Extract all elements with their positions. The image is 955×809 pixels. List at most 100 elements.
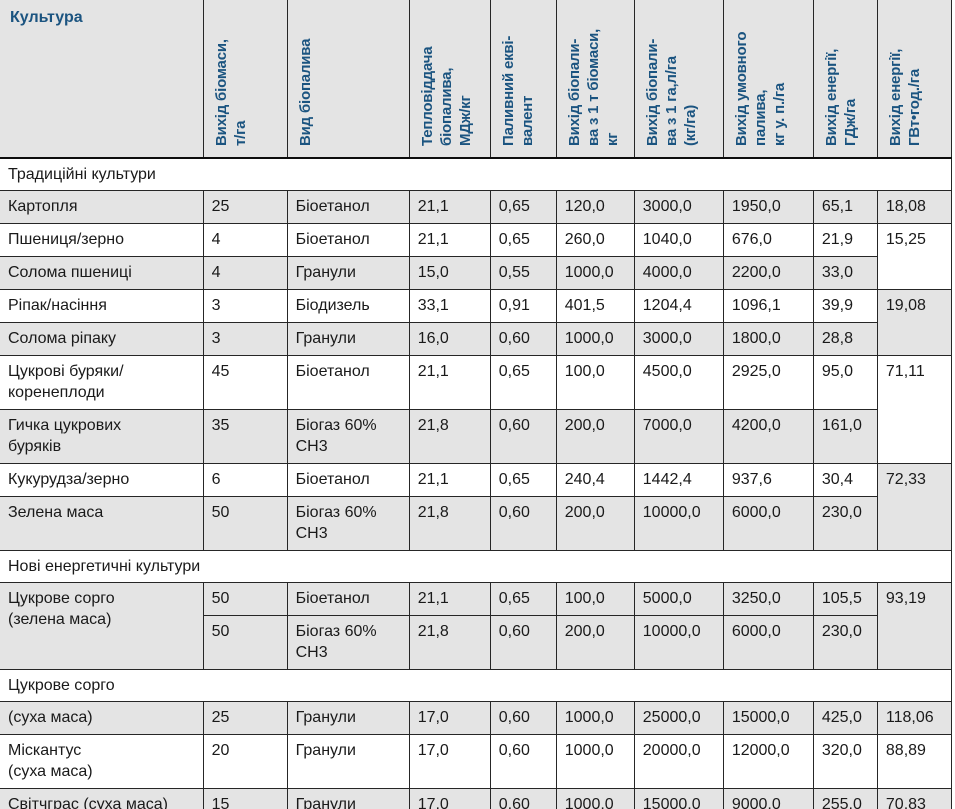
cell-heat-output: 21,8 [408, 409, 491, 464]
cell-yield-per-ha: 4000,0 [633, 256, 724, 290]
cell-biofuel-type: Гранули [286, 788, 410, 809]
cell-yield-per-tonne: 200,0 [555, 615, 635, 670]
cell-energy-gwh: 72,33 [876, 463, 953, 551]
cell-biofuel-type: Гранули [286, 734, 410, 789]
cell-biofuel-type: Біогаз 60% СН3 [286, 496, 410, 551]
cell-energy-gj: 33,0 [812, 256, 878, 290]
cell-energy-gwh: 118,06 [876, 701, 953, 735]
section-title: Цукрове сорго [0, 669, 952, 702]
cell-yield-per-ha: 3000,0 [633, 190, 724, 224]
cell-heat-output: 21,1 [408, 463, 491, 497]
table-header: Культура Вихід біомаси, т/га Вид біопалива… [0, 0, 953, 159]
cell-biofuel-type: Біоетанол [286, 463, 410, 497]
cell-fuel-equivalent: 0,65 [489, 190, 557, 224]
column-header-biomass-yield: Вихід біомаси, т/га [202, 0, 288, 159]
cell-yield-per-ha: 7000,0 [633, 409, 724, 464]
cell-energy-gj: 105,5 [812, 582, 878, 616]
cell-conditional-fuel: 15000,0 [722, 701, 814, 735]
cell-conditional-fuel: 6000,0 [722, 615, 814, 670]
cell-biomass-yield: 6 [202, 463, 288, 497]
column-header-label: Вихід біопали- ва з 1 т біомаси, кг [565, 28, 621, 146]
cell-biomass-yield: 4 [202, 256, 288, 290]
table-row: Картопля 25 Біоетанол 21,1 0,65 120,0 3000,0 19… [0, 190, 953, 224]
cell-yield-per-tonne: 200,0 [555, 409, 635, 464]
column-header-label: Паливний екві- валент [499, 35, 536, 146]
column-header-label: Вихід біомаси, т/га [212, 39, 249, 146]
cell-biofuel-type: Гранули [286, 256, 410, 290]
cell-fuel-equivalent: 0,65 [489, 355, 557, 410]
cell-yield-per-ha: 4500,0 [633, 355, 724, 410]
column-header-label: Вихід умовного палива, кг у. п./га [732, 31, 788, 146]
cell-fuel-equivalent: 0,65 [489, 463, 557, 497]
cell-energy-gwh: 70,83 [876, 788, 953, 809]
cell-yield-per-ha: 1442,4 [633, 463, 724, 497]
cell-crop: (суха маса) [0, 701, 204, 735]
cell-biofuel-type: Біоетанол [286, 223, 410, 257]
cell-energy-gj: 230,0 [812, 615, 878, 670]
cell-fuel-equivalent: 0,60 [489, 496, 557, 551]
cell-crop: Гичка цукрових буряків [0, 409, 204, 464]
column-header-heat-output: Тепловіддача біопалива, МДж/кг [408, 0, 491, 159]
cell-yield-per-ha: 10000,0 [633, 496, 724, 551]
cell-biofuel-type: Гранули [286, 701, 410, 735]
cell-conditional-fuel: 937,6 [722, 463, 814, 497]
column-header-label: Вихід біопали- ва з 1 га,л/га (кг/га) [643, 38, 699, 146]
table-body: Традиційні культури Картопля 25 Біоетанол 21… [0, 157, 953, 809]
cell-crop: Зелена маса [0, 496, 204, 551]
cell-crop: Міскантус (суха маса) [0, 734, 204, 789]
cell-biofuel-type: Біодизель [286, 289, 410, 323]
cell-conditional-fuel: 6000,0 [722, 496, 814, 551]
cell-yield-per-ha: 5000,0 [633, 582, 724, 616]
cell-energy-gj: 255,0 [812, 788, 878, 809]
cell-biofuel-type: Біогаз 60% СН3 [286, 615, 410, 670]
column-header-label: Вид біопалива [296, 38, 314, 146]
cell-crop: Цукрові буряки/ коренеплоди [0, 355, 204, 410]
cell-conditional-fuel: 1096,1 [722, 289, 814, 323]
header-row: Культура Вихід біомаси, т/га Вид біопалива… [0, 0, 953, 159]
cell-fuel-equivalent: 0,60 [489, 409, 557, 464]
cell-biomass-yield: 50 [203, 615, 288, 670]
cell-biomass-yield: 3 [202, 322, 288, 356]
cell-energy-gj: 95,0 [812, 355, 878, 410]
cell-heat-output: 21,1 [408, 190, 491, 224]
cell-yield-per-ha: 25000,0 [633, 701, 724, 735]
cell-energy-gwh: 18,08 [876, 190, 953, 224]
cell-yield-per-tonne: 260,0 [555, 223, 635, 257]
cell-crop: Картопля [0, 190, 204, 224]
cell-biomass-yield: 20 [202, 734, 288, 789]
column-header-label: Вихід енергії, ГВт•год./га [886, 48, 923, 146]
table-row: Пшениця/зерно 4 Біоетанол 21,1 0,65 260,0 1040… [0, 223, 953, 290]
table-row: (суха маса) 25 Гранули 17,0 0,60 1000,0 25000,… [0, 701, 953, 735]
cell-energy-gwh: 19,08 [876, 289, 953, 356]
cell-yield-per-tonne: 1000,0 [555, 788, 635, 809]
cell-heat-output: 15,0 [408, 256, 491, 290]
section-row: Традиційні культури [0, 157, 952, 191]
cell-yield-per-tonne: 200,0 [555, 496, 635, 551]
table-row: Цукрове сорго (зелена маса) 50 Біоетанол 21… [0, 582, 953, 670]
table-row: Солома ріпаку 3 Гранули 16,0 0,60 1000,0 3000,… [0, 322, 952, 356]
cell-energy-gwh: 88,89 [876, 734, 953, 789]
cell-heat-output: 21,8 [408, 615, 491, 670]
cell-energy-gj: 39,9 [812, 289, 878, 323]
cell-fuel-equivalent: 0,60 [489, 322, 557, 356]
cell-conditional-fuel: 1950,0 [722, 190, 814, 224]
column-header-label: Тепловіддача біопалива, МДж/кг [418, 46, 474, 146]
table-row: Гичка цукрових буряків 35 Біогаз 60% СН3 21… [0, 409, 952, 464]
cell-biofuel-type: Біогаз 60% СН3 [286, 409, 410, 464]
column-header-energy-gwh: Вихід енергії, ГВт•год./га [876, 0, 953, 159]
cell-conditional-fuel: 2200,0 [722, 256, 814, 290]
table-row: Ріпак/насіння 3 Біодизель 33,1 0,91 401,5 1204… [0, 289, 953, 356]
cell-biomass-yield: 25 [202, 190, 288, 224]
cell-yield-per-tonne: 1000,0 [555, 256, 635, 290]
cell-crop: Цукрове сорго (зелена маса) [0, 582, 204, 670]
cell-yield-per-ha: 10000,0 [633, 615, 724, 670]
section-title: Нові енергетичні культури [0, 550, 952, 583]
cell-fuel-equivalent: 0,91 [489, 289, 557, 323]
cell-conditional-fuel: 4200,0 [722, 409, 814, 464]
cell-heat-output: 33,1 [408, 289, 491, 323]
column-header-label: Культура [10, 9, 83, 26]
column-header-conditional-fuel: Вихід умовного палива, кг у. п./га [722, 0, 814, 159]
cell-energy-gwh: 15,25 [876, 223, 953, 290]
